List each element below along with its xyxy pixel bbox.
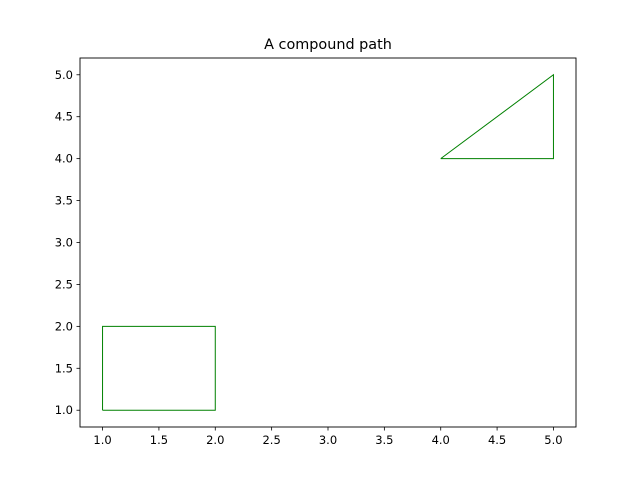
x-tick-label: 4.0	[432, 433, 450, 447]
y-tick-label: 3.0	[55, 236, 73, 250]
x-tick-label: 2.0	[206, 433, 224, 447]
x-tick-label: 3.0	[319, 433, 337, 447]
y-tick-label: 3.5	[55, 194, 73, 208]
x-tick-label: 5.0	[544, 433, 562, 447]
x-tick-label: 1.0	[93, 433, 111, 447]
y-tick-label: 2.5	[55, 277, 73, 291]
y-tick-label: 4.5	[55, 110, 73, 124]
chart-title: A compound path	[264, 37, 392, 53]
path-triangle	[440, 73, 554, 160]
y-tick-label: 5.0	[55, 68, 73, 82]
y-tick-label: 4.0	[55, 152, 73, 166]
y-tick-label: 1.0	[55, 403, 73, 417]
x-tick-label: 1.5	[150, 433, 168, 447]
y-tick-label: 1.5	[55, 361, 73, 375]
path-rectangle	[102, 325, 216, 411]
y-tick-label: 2.0	[55, 319, 73, 333]
x-tick-label: 2.5	[262, 433, 280, 447]
x-tick-label: 4.5	[488, 433, 506, 447]
x-tick-label: 3.5	[375, 433, 393, 447]
